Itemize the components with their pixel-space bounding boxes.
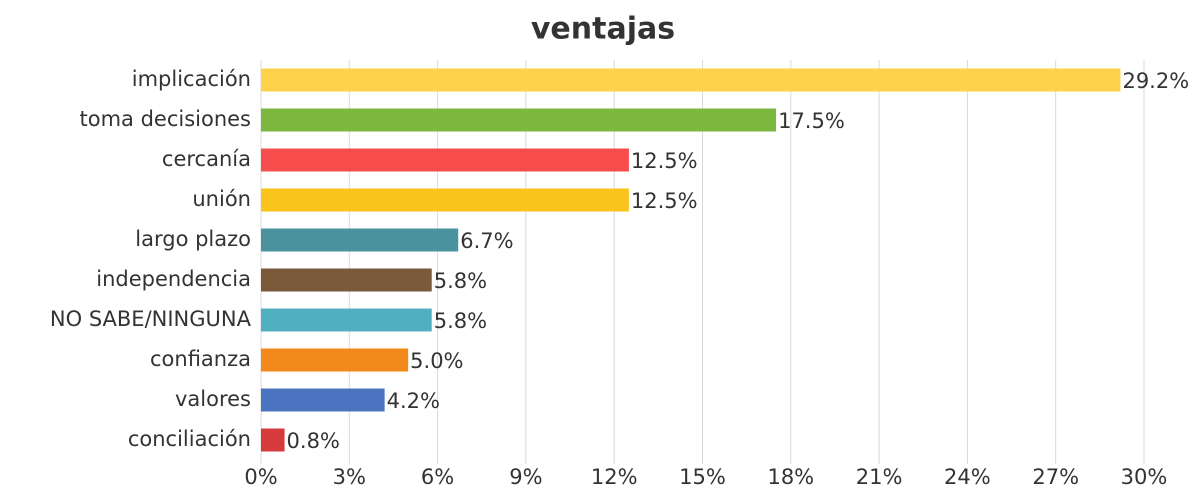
value-label: 4.2% — [387, 389, 440, 413]
value-label: 6.7% — [460, 229, 513, 253]
y-tick-label: conciliación — [128, 427, 251, 451]
bar — [261, 308, 432, 332]
bar — [261, 148, 629, 172]
x-tick-label: 21% — [856, 465, 903, 489]
value-label: 29.2% — [1122, 69, 1189, 93]
value-label: 5.8% — [434, 309, 487, 333]
x-tick-label: 6% — [421, 465, 454, 489]
x-tick-label: 15% — [679, 465, 726, 489]
y-tick-label: unión — [192, 187, 251, 211]
x-tick-label: 27% — [1032, 465, 1079, 489]
y-tick-label: toma decisiones — [79, 107, 251, 131]
y-tick-label: cercanía — [162, 147, 251, 171]
value-label: 12.5% — [631, 189, 698, 213]
bar — [261, 428, 285, 452]
x-tick-label: 30% — [1121, 465, 1168, 489]
y-tick-label: confianza — [150, 347, 251, 371]
chart-title: ventajas — [531, 12, 675, 47]
value-label: 5.0% — [410, 349, 463, 373]
bar — [261, 388, 385, 412]
y-tick-label: valores — [175, 387, 251, 411]
x-tick-label: 24% — [944, 465, 991, 489]
x-tick-label: 9% — [509, 465, 542, 489]
y-tick-label: largo plazo — [135, 227, 251, 251]
bar — [261, 268, 432, 292]
y-tick-label: independencia — [96, 267, 251, 291]
bar — [261, 188, 629, 212]
x-tick-label: 0% — [244, 465, 277, 489]
y-tick-label: implicación — [132, 67, 251, 91]
x-tick-label: 12% — [591, 465, 638, 489]
bar — [261, 108, 777, 132]
x-tick-label: 3% — [333, 465, 366, 489]
bar — [261, 348, 409, 372]
value-label: 0.8% — [287, 429, 340, 453]
bar — [261, 228, 459, 252]
value-label: 12.5% — [631, 149, 698, 173]
bar — [261, 68, 1121, 92]
x-tick-label: 18% — [767, 465, 814, 489]
value-label: 17.5% — [778, 109, 845, 133]
value-label: 5.8% — [434, 269, 487, 293]
y-tick-label: NO SABE/NINGUNA — [50, 307, 252, 331]
